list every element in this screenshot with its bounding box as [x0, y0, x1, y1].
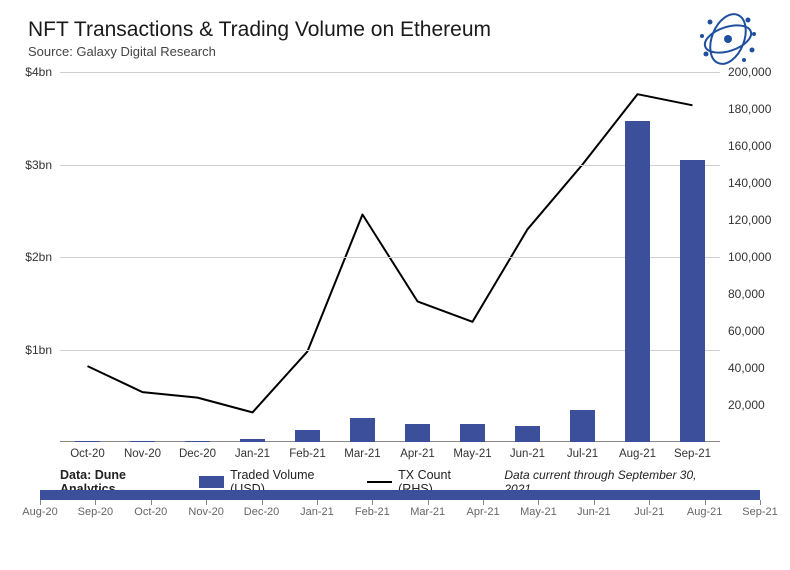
- bottom-tick-label: Feb-21: [355, 506, 390, 518]
- bottom-decorative-bar: [40, 490, 760, 500]
- bottom-tick-label: Dec-20: [244, 506, 279, 518]
- bottom-tick-label: Mar-21: [410, 506, 445, 518]
- bottom-tick: [95, 500, 96, 505]
- y-right-tick-label: 60,000: [728, 324, 765, 338]
- bottom-tick-label: May-21: [520, 506, 557, 518]
- gridline: [60, 165, 720, 166]
- bar: [130, 441, 155, 442]
- x-tick-label: Aug-21: [619, 448, 656, 460]
- bottom-tick-label: Oct-20: [134, 506, 167, 518]
- bottom-tick: [151, 500, 152, 505]
- y-left-tick-label: $3bn: [25, 158, 52, 172]
- x-tick-label: Feb-21: [289, 448, 325, 460]
- x-tick-label: May-21: [453, 448, 491, 460]
- bottom-tick: [262, 500, 263, 505]
- x-tick-label: Nov-20: [124, 448, 161, 460]
- x-tick-label: Mar-21: [344, 448, 380, 460]
- chart-plot-area: $1bn$2bn$3bn$4bn20,00040,00060,00080,000…: [60, 72, 720, 442]
- x-tick-label: Jul-21: [567, 448, 598, 460]
- bar: [625, 121, 650, 442]
- bottom-tick: [594, 500, 595, 505]
- bottom-secondary-axis: Aug-20Sep-20Oct-20Nov-20Dec-20Jan-21Feb-…: [40, 504, 760, 524]
- y-left-tick-label: $4bn: [25, 65, 52, 79]
- y-right-tick-label: 20,000: [728, 398, 765, 412]
- gridline: [60, 350, 720, 351]
- y-right-tick-label: 80,000: [728, 287, 765, 301]
- legend-bar-swatch: [199, 476, 224, 488]
- chart-subtitle: Source: Galaxy Digital Research: [28, 44, 491, 59]
- bottom-tick: [538, 500, 539, 505]
- y-left-tick-label: $2bn: [25, 250, 52, 264]
- bottom-tick: [760, 500, 761, 505]
- bottom-tick: [40, 500, 41, 505]
- bar: [405, 424, 430, 442]
- gridline: [60, 257, 720, 258]
- bar: [680, 160, 705, 442]
- bar: [185, 441, 210, 442]
- bar: [350, 418, 375, 442]
- bottom-tick: [372, 500, 373, 505]
- y-right-tick-label: 140,000: [728, 176, 771, 190]
- y-right-tick-label: 120,000: [728, 213, 771, 227]
- bottom-tick-label: Jul-21: [634, 506, 664, 518]
- y-right-tick-label: 100,000: [728, 250, 771, 264]
- bar: [460, 424, 485, 442]
- bottom-tick-label: Aug-21: [687, 506, 722, 518]
- y-right-tick-label: 180,000: [728, 102, 771, 116]
- x-tick-label: Sep-21: [674, 448, 711, 460]
- x-tick-label: Apr-21: [400, 448, 435, 460]
- bottom-tick: [428, 500, 429, 505]
- x-tick-label: Jun-21: [510, 448, 545, 460]
- y-left-tick-label: $1bn: [25, 343, 52, 357]
- x-tick-label: Oct-20: [70, 448, 105, 460]
- bottom-tick-label: Nov-20: [188, 506, 223, 518]
- gridline: [60, 72, 720, 73]
- bottom-tick-label: Sep-20: [78, 506, 113, 518]
- bottom-tick: [206, 500, 207, 505]
- bottom-tick-label: Jun-21: [577, 506, 611, 518]
- x-tick-label: Jan-21: [235, 448, 270, 460]
- x-tick-label: Dec-20: [179, 448, 216, 460]
- bottom-tick-label: Jan-21: [300, 506, 334, 518]
- bar: [75, 441, 100, 442]
- bar: [515, 426, 540, 442]
- bar: [295, 430, 320, 442]
- chart-title: NFT Transactions & Trading Volume on Eth…: [28, 18, 491, 42]
- y-right-tick-label: 40,000: [728, 361, 765, 375]
- galaxy-logo-icon: [696, 10, 760, 73]
- bottom-tick-label: Apr-21: [467, 506, 500, 518]
- bottom-tick-label: Sep-21: [742, 506, 777, 518]
- bar: [240, 439, 265, 442]
- legend-line-swatch: [367, 481, 392, 483]
- bottom-tick: [705, 500, 706, 505]
- bottom-tick-label: Aug-20: [22, 506, 57, 518]
- bottom-tick: [317, 500, 318, 505]
- y-right-tick-label: 200,000: [728, 65, 771, 79]
- bottom-tick: [649, 500, 650, 505]
- bar: [570, 410, 595, 442]
- bottom-tick: [483, 500, 484, 505]
- y-right-tick-label: 160,000: [728, 139, 771, 153]
